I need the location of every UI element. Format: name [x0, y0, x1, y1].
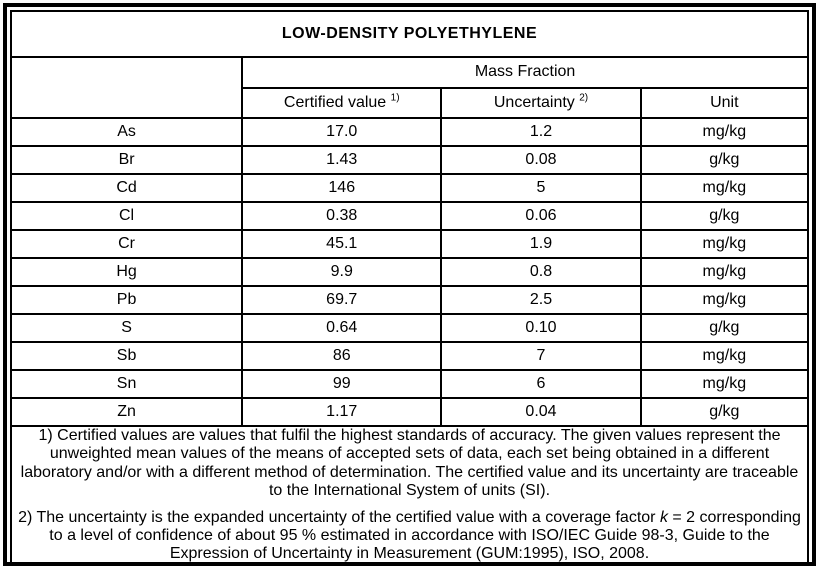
unit-cell: mg/kg [639, 369, 810, 399]
unit-cell: g/kg [639, 201, 810, 231]
footnote-1: 1) Certified values are values that fulf… [20, 427, 799, 500]
element-cell: Cl [9, 201, 244, 231]
element-cell: S [9, 313, 244, 343]
certified-value-header-label: Certified value [283, 93, 387, 111]
unit-cell: mg/kg [639, 117, 810, 147]
certified-value-cell: 1.17 [241, 397, 443, 427]
unit-cell: mg/kg [639, 257, 810, 287]
table-row: As 17.0 1.2 mg/kg [9, 117, 810, 147]
table-row: S 0.64 0.10 g/kg [9, 313, 810, 343]
table-row: Hg 9.9 0.8 mg/kg [9, 257, 810, 287]
uncertainty-cell: 0.06 [440, 201, 642, 231]
element-cell: Cd [9, 173, 244, 203]
element-cell: Br [9, 145, 244, 175]
certified-value-cell: 69.7 [241, 285, 443, 315]
certified-value-cell: 0.38 [241, 201, 443, 231]
table-row: Sn 99 6 mg/kg [9, 369, 810, 399]
element-cell: Zn [9, 397, 244, 427]
table-row: Br 1.43 0.08 g/kg [9, 145, 810, 175]
certified-value-cell: 146 [241, 173, 443, 203]
page-frame: LOW-DENSITY POLYETHYLENE Mass Fraction C… [3, 3, 816, 566]
mass-fraction-header: Mass Fraction [241, 56, 809, 89]
unit-header: Unit [639, 87, 810, 119]
element-cell: Hg [9, 257, 244, 287]
uncertainty-cell: 1.2 [440, 117, 642, 147]
uncertainty-header-label: Uncertainty [493, 93, 575, 111]
certified-value-cell: 45.1 [241, 229, 443, 259]
unit-cell: g/kg [639, 313, 810, 343]
unit-cell: g/kg [639, 145, 810, 175]
certified-value-cell: 17.0 [241, 117, 443, 147]
footnotes-cell: 1) Certified values are values that fulf… [10, 425, 809, 566]
certified-value-cell: 0.64 [241, 313, 443, 343]
certified-value-cell: 9.9 [241, 257, 443, 287]
table-row: Zn 1.17 0.04 g/kg [9, 397, 810, 427]
certified-value-header: Certified value 1) [241, 87, 443, 119]
unit-cell: mg/kg [639, 173, 810, 203]
page-title: LOW-DENSITY POLYETHYLENE [10, 10, 809, 58]
table-row: Sb 86 7 mg/kg [9, 341, 810, 371]
footnote-2: 2) The uncertainty is the expanded uncer… [16, 508, 803, 563]
table-row: Cd 146 5 mg/kg [9, 173, 810, 203]
uncertainty-cell: 7 [440, 341, 642, 371]
uncertainty-cell: 0.10 [440, 313, 642, 343]
uncertainty-cell: 0.04 [440, 397, 642, 427]
footnote-2-coverage-factor-k: k [659, 508, 668, 526]
table-row: Cr 45.1 1.9 mg/kg [9, 229, 810, 259]
footnote-2-text-pre: 2) The uncertainty is the expanded uncer… [18, 508, 660, 526]
footnote-2-text-post: = 2 corresponding to a level of confiden… [49, 508, 801, 563]
column-header-row: Certified value 1) Uncertainty 2) Unit [11, 87, 810, 119]
uncertainty-cell: 5 [440, 173, 642, 203]
footnotes-row: 1) Certified values are values that fulf… [10, 425, 809, 566]
element-cell: Cr [9, 229, 244, 259]
element-cell: Sn [9, 369, 244, 399]
table-row: Cl 0.38 0.06 g/kg [9, 201, 810, 231]
unit-cell: g/kg [639, 397, 810, 427]
title-row: LOW-DENSITY POLYETHYLENE [10, 10, 809, 58]
uncertainty-header: Uncertainty 2) [440, 87, 642, 119]
uncertainty-cell: 0.8 [440, 257, 642, 287]
footnote-ref-2: 2) [579, 92, 589, 104]
certified-value-cell: 1.43 [241, 145, 443, 175]
footnote-ref-1: 1) [390, 92, 400, 104]
unit-cell: mg/kg [639, 341, 810, 371]
group-header-row: Mass Fraction [9, 56, 809, 119]
unit-cell: mg/kg [639, 285, 810, 315]
uncertainty-cell: 6 [440, 369, 642, 399]
corner-cell [9, 56, 244, 119]
table-row: Pb 69.7 2.5 mg/kg [9, 285, 810, 315]
element-cell: Pb [9, 285, 244, 315]
unit-cell: mg/kg [639, 229, 810, 259]
element-cell: As [9, 117, 244, 147]
uncertainty-cell: 2.5 [440, 285, 642, 315]
uncertainty-cell: 0.08 [440, 145, 642, 175]
uncertainty-cell: 1.9 [440, 229, 642, 259]
certified-value-cell: 99 [241, 369, 443, 399]
element-cell: Sb [9, 341, 244, 371]
certificate-table: LOW-DENSITY POLYETHYLENE Mass Fraction C… [9, 10, 810, 566]
certified-value-cell: 86 [241, 341, 443, 371]
